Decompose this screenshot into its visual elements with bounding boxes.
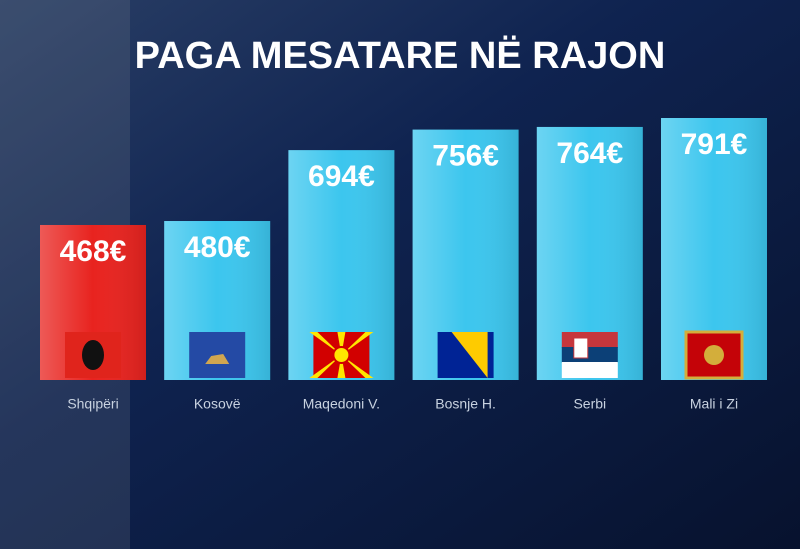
flag-white	[561, 362, 618, 378]
flag-ray	[337, 355, 346, 378]
x-tick-label: Maqedoni V.	[303, 396, 380, 412]
value-label: 694€	[308, 160, 375, 193]
flag	[189, 332, 246, 378]
flag-emblem	[205, 354, 230, 364]
flag-emblem	[573, 337, 589, 359]
flag-emblem	[704, 345, 724, 365]
flag-triangle	[451, 332, 488, 378]
flag	[561, 332, 618, 378]
value-label: 480€	[184, 231, 251, 264]
x-tick-label: Mali i Zi	[690, 396, 738, 412]
flag	[437, 332, 494, 378]
flag	[309, 332, 374, 378]
flag-ray	[337, 332, 346, 355]
flag-ray	[309, 332, 342, 355]
value-label: 764€	[556, 137, 623, 170]
x-tick-label: Bosnje H.	[435, 396, 496, 412]
x-tick-label: Kosovë	[194, 396, 241, 412]
x-tick-label: Serbi	[573, 396, 606, 412]
flag-sun	[332, 346, 351, 364]
flag-ray	[341, 355, 374, 378]
value-label: 756€	[432, 140, 499, 173]
flag-blue	[561, 347, 618, 363]
x-tick-label: Shqipëri	[67, 396, 118, 412]
chart-title: PAGA MESATARE NË RAJON	[135, 34, 666, 77]
flag	[65, 332, 121, 378]
flag-red	[561, 332, 618, 348]
flag-ray	[341, 332, 374, 355]
value-label: 468€	[60, 235, 127, 268]
value-label: 791€	[681, 128, 748, 161]
flag-ray	[309, 355, 342, 378]
flag	[684, 330, 744, 380]
flag-emblem	[82, 340, 104, 370]
